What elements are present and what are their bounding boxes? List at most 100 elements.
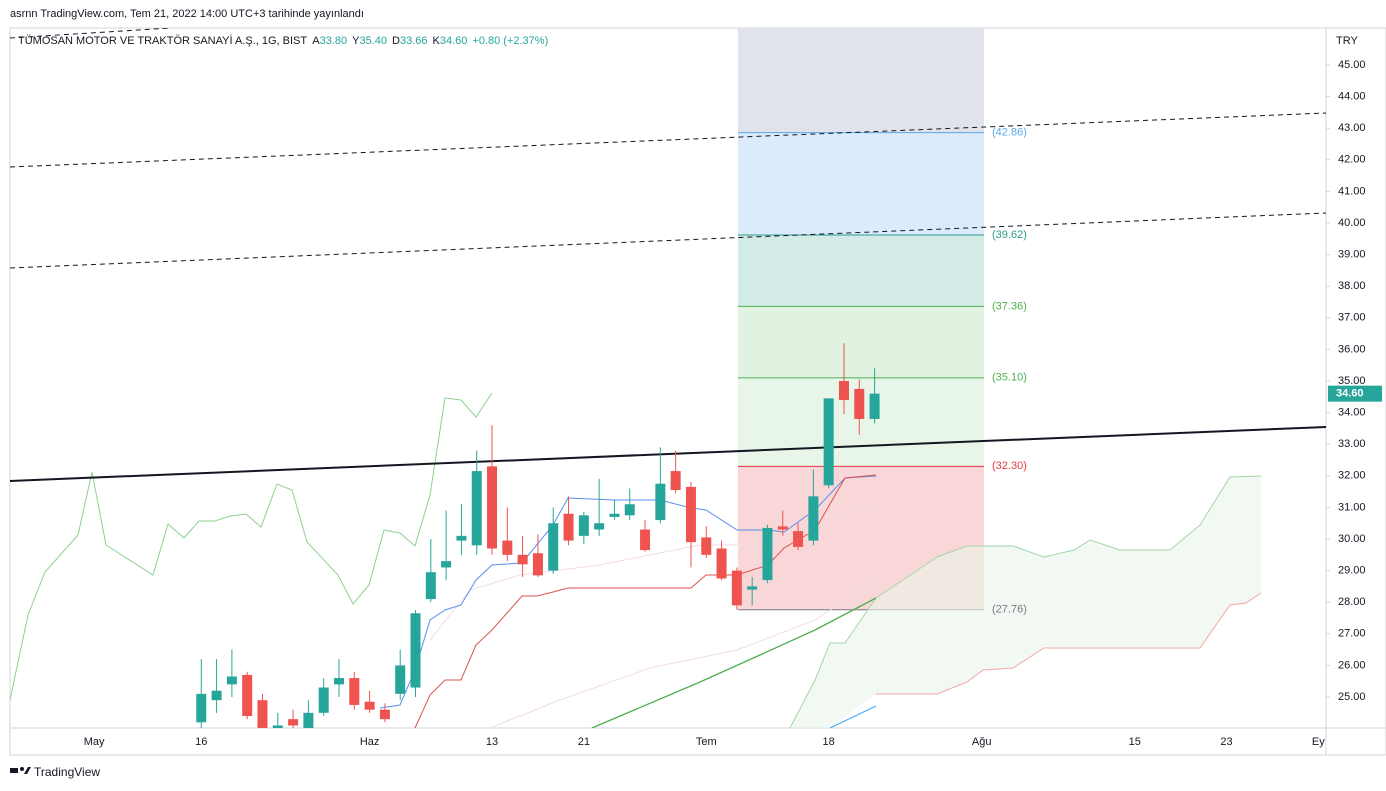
candle-body (578, 515, 589, 536)
y-tick-label: 36.00 (1338, 343, 1366, 355)
legend-label: Y (352, 35, 360, 47)
level-label: (39.62) (992, 229, 1027, 241)
candle-body (395, 665, 406, 694)
y-tick-label: 25.00 (1338, 691, 1366, 703)
candle-body (364, 701, 375, 710)
legend: TÜMOSAN MOTOR VE TRAKTÖR SANAYİ A.Ş., 1G… (18, 34, 548, 47)
legend-label: D (392, 35, 400, 47)
indicators (10, 28, 1326, 728)
candle-body (701, 537, 712, 555)
candle-body (196, 693, 207, 723)
legend-change: +0.80 (+2.37%) (472, 35, 548, 47)
candle-body (655, 483, 666, 521)
candle-body (272, 725, 283, 728)
legend-value: 33.66 (400, 35, 428, 47)
level-label: (32.30) (992, 460, 1027, 472)
symbol-title: TÜMOSAN MOTOR VE TRAKTÖR SANAYİ A.Ş., 1G… (18, 34, 307, 47)
level-label: (27.76) (992, 604, 1027, 616)
candle-body (731, 570, 742, 606)
moving-average (591, 597, 877, 728)
candle-body (502, 540, 513, 555)
y-tick-label: 42.00 (1338, 154, 1366, 166)
leading-span-b (876, 592, 1262, 695)
candle-body (624, 504, 635, 516)
candles (196, 343, 880, 728)
candle-body (808, 496, 819, 541)
candle-body (288, 719, 299, 726)
moving-average (489, 579, 877, 728)
legend-value: 35.40 (360, 35, 388, 47)
x-tick-label: Ey (1312, 736, 1325, 748)
candle-body (747, 586, 758, 590)
level-zone (738, 306, 984, 378)
legend-value: 33.80 (320, 35, 348, 47)
level-zone (738, 234, 984, 307)
last-price-badge (1328, 385, 1382, 402)
candle-body (471, 471, 482, 546)
y-tick-label: 30.00 (1338, 533, 1366, 545)
level-label: (42.86) (992, 127, 1027, 139)
candle-body (349, 678, 360, 705)
x-tick-label: 13 (486, 736, 498, 748)
leading-span-a (789, 475, 1262, 728)
brand-logo (10, 767, 31, 774)
moving-average (429, 504, 877, 641)
candle-body (456, 535, 467, 541)
y-tick-label: 44.00 (1338, 90, 1366, 102)
y-tick-label: 34.00 (1338, 407, 1366, 419)
candle-body (762, 527, 773, 581)
lagging-span (10, 392, 493, 701)
position-tool (738, 28, 984, 611)
y-tick-label: 45.00 (1338, 59, 1366, 71)
x-tick-label: Tem (696, 736, 717, 748)
candle-body (869, 393, 880, 419)
legend-label: A (312, 35, 320, 47)
x-tick-label: 23 (1220, 736, 1232, 748)
candle-body (670, 471, 681, 491)
channel-line (10, 212, 1326, 269)
candle-body (425, 572, 436, 600)
candle-body (517, 554, 528, 565)
currency: TRY (1336, 35, 1358, 47)
candle-body (487, 466, 498, 549)
x-tick-label: 18 (823, 736, 835, 748)
candle-body (594, 523, 605, 530)
candle-body (823, 398, 834, 486)
candle-body (793, 531, 804, 547)
cloud (790, 476, 1261, 728)
y-tick-label: 39.00 (1338, 248, 1366, 260)
x-tick-label: May (84, 736, 105, 748)
y-tick-label: 37.00 (1338, 312, 1366, 324)
legend-label: K (433, 35, 441, 47)
y-tick-label: 31.00 (1338, 501, 1366, 513)
candle-body (609, 513, 620, 517)
candle-body (334, 678, 344, 685)
last-price-label: 34.60 (1336, 388, 1364, 400)
candle-body (548, 523, 559, 571)
x-tick-label: Ağu (972, 736, 992, 748)
candle-body (716, 548, 727, 579)
y-tick-label: 26.00 (1338, 659, 1366, 671)
candle-body (379, 709, 390, 720)
candle-body (410, 613, 421, 688)
level-label: (37.36) (992, 300, 1027, 312)
candle-body (257, 700, 268, 728)
base-line (414, 474, 877, 728)
legend-value: 34.60 (440, 35, 468, 47)
trend-line (10, 426, 1326, 482)
tool-top-zone (738, 28, 984, 133)
y-tick-label: 33.00 (1338, 438, 1366, 450)
y-tick-label: 29.00 (1338, 565, 1366, 577)
candle-body (838, 381, 849, 400)
candle-body (854, 388, 865, 419)
candle-body (563, 513, 574, 541)
candle-body (226, 676, 237, 685)
conversion-line (379, 475, 877, 709)
y-tick-label: 28.00 (1338, 596, 1366, 608)
y-tick-label: 43.00 (1338, 122, 1366, 134)
x-tick-label: 21 (578, 736, 590, 748)
level-zone (738, 132, 984, 235)
ohlc: A33.80 Y35.40 D33.66 K34.60 +0.80 (+2.37%) (312, 35, 548, 47)
